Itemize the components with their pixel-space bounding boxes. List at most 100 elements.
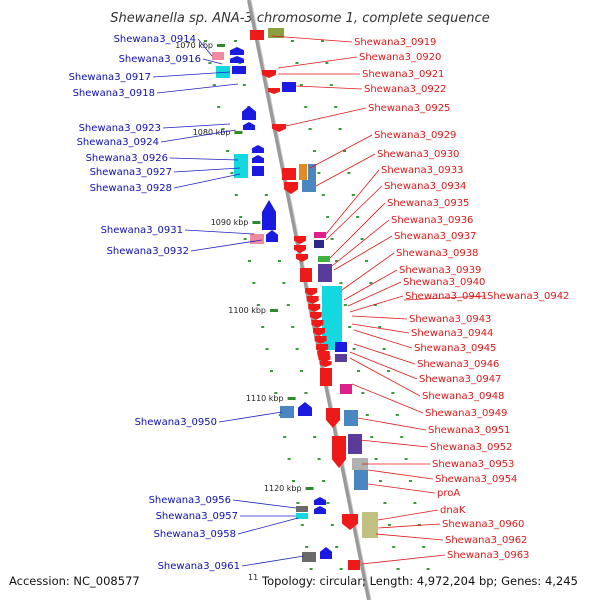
left-inner-ring-dot — [317, 458, 321, 460]
left-inner-ring-dot — [339, 568, 343, 570]
gene-label-left: Shewana3_0918 — [73, 88, 155, 99]
leader-line-left — [173, 173, 241, 189]
feature-box — [348, 434, 362, 454]
right-outer-ring-dot — [409, 480, 412, 482]
right-inner-ring-dot — [308, 128, 312, 130]
left-outer-ring-dot — [292, 480, 295, 482]
feature-box — [296, 506, 308, 512]
leader-line-right — [271, 35, 353, 43]
gene-label-right: Shewana3_0962 — [445, 535, 527, 546]
leader-line-right — [361, 554, 446, 565]
left-inner-ring-dot — [286, 304, 290, 306]
feature-box — [335, 354, 347, 362]
feature-box — [322, 286, 342, 350]
left-outer-ring-dot — [252, 282, 256, 284]
right-outer-ring-dot — [365, 260, 368, 262]
leader-line-left — [184, 229, 255, 235]
forward-gene-arrow — [332, 446, 346, 468]
right-inner-ring-dot — [339, 282, 343, 284]
gene-label-right: Shewana3_0953 — [432, 459, 514, 470]
feature-box — [340, 384, 352, 394]
left-outer-ring-dot — [208, 62, 212, 64]
right-outer-ring-dot — [334, 106, 338, 108]
reverse-gene-arrow — [266, 230, 278, 242]
left-outer-ring-dot — [212, 84, 216, 86]
leader-line-right — [375, 533, 444, 541]
gene-label-right: Shewana3_0963 — [447, 550, 529, 561]
feature-box — [302, 180, 316, 192]
leader-line-left — [162, 123, 231, 129]
forward-gene-arrow — [313, 328, 325, 336]
reverse-gene-arrow — [252, 145, 264, 153]
feature-box — [234, 154, 248, 178]
right-inner-ring-dot — [317, 172, 321, 174]
right-outer-ring-dot — [382, 348, 386, 350]
leader-line-right — [277, 56, 358, 69]
tick-label: 1070 kbp — [175, 41, 213, 50]
feature-box — [308, 164, 316, 180]
right-inner-ring-dot — [299, 84, 303, 86]
right-inner-ring-dot — [313, 150, 316, 152]
feature-box — [212, 52, 224, 60]
gene-label-right: Shewana3_0939 — [399, 265, 481, 276]
left-outer-ring-dot — [261, 326, 265, 328]
tick-mark — [270, 309, 278, 312]
gene-label-right: Shewana3_0945 — [414, 343, 496, 354]
leader-line-left — [160, 129, 237, 143]
leader-line-right — [315, 153, 376, 187]
gene-label-left: Shewana3_0961 — [158, 561, 240, 572]
leader-line-left — [190, 239, 263, 252]
leader-line-right — [295, 85, 363, 90]
gene-features — [212, 28, 378, 570]
leader-line-right — [309, 134, 373, 169]
leader-line-right — [325, 185, 383, 241]
right-outer-ring-dot — [329, 84, 333, 86]
right-inner-ring-dot — [335, 260, 338, 262]
left-outer-ring-dot — [248, 260, 251, 262]
right-outer-ring-dot — [369, 282, 373, 284]
right-inner-ring-dot — [387, 524, 391, 526]
feature-box — [250, 234, 264, 244]
gene-label-right: Shewana3_0940 — [403, 277, 485, 288]
gene-label-left: Shewana3_0950 — [135, 417, 217, 428]
feature-box — [332, 436, 346, 446]
forward-gene-arrow — [319, 361, 332, 367]
tick-mark — [305, 487, 314, 490]
left-outer-ring-dot — [204, 40, 207, 42]
left-inner-ring-dot — [304, 392, 308, 394]
gene-label-left: Shewana3_0926 — [86, 153, 168, 164]
leader-line-right — [353, 329, 413, 349]
gene-label-right: Shewana3_0936 — [391, 215, 473, 226]
leader-line-right — [349, 357, 421, 397]
gene-label-right: Shewana3_0952 — [430, 442, 512, 453]
forward-gene-arrow — [316, 346, 328, 352]
leader-line-right — [285, 107, 367, 127]
gene-label-right: Shewana3_0935 — [387, 198, 469, 209]
forward-gene-arrow — [314, 336, 327, 344]
leader-line-right — [325, 169, 380, 235]
right-outer-ring-dot — [391, 392, 395, 394]
leader-line-right — [331, 219, 390, 267]
gene-label-left: Shewana3_0956 — [149, 495, 231, 506]
reverse-gene-arrow — [262, 200, 276, 230]
leader-line-right — [357, 417, 427, 431]
feature-box — [352, 458, 368, 470]
forward-gene-arrow — [262, 70, 276, 78]
gene-labels: Shewana3_0914 Shewana3_0916 Shewana3_0917 S… — [69, 34, 570, 572]
reverse-gene-arrow — [320, 547, 332, 559]
gene-label-right: Shewana3_0922 — [364, 84, 446, 95]
gene-label-left: Shewana3_0927 — [90, 167, 172, 178]
gene-label-right: Shewana3_0921 — [362, 69, 444, 80]
topology-text: Topology: circular; Length: 4,972,204 bp… — [261, 574, 578, 588]
right-inner-ring-dot — [361, 392, 365, 394]
forward-gene-arrow — [268, 88, 280, 94]
feature-box — [300, 268, 312, 282]
label-leader-lines — [152, 35, 486, 567]
left-outer-ring-dot — [256, 304, 260, 306]
gene-label-right: Shewana3_0949 — [425, 408, 507, 419]
feature-box — [320, 368, 332, 386]
tick-label: 1100 kbp — [228, 306, 266, 315]
left-outer-ring-dot — [217, 106, 221, 108]
tick-mark — [217, 44, 225, 47]
